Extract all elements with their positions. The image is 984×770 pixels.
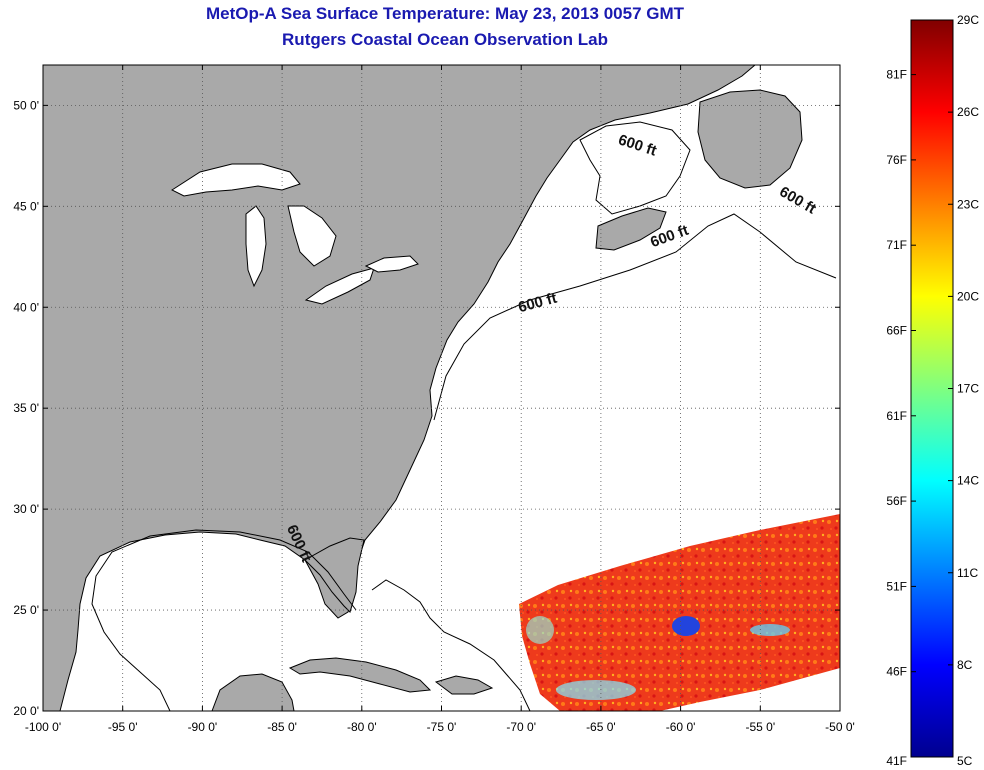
lon-tick-label: -85 0' xyxy=(267,720,297,734)
lon-tick-label: -90 0' xyxy=(188,720,218,734)
lat-tick-label: 50 0' xyxy=(13,98,39,112)
colorbar-label-f: 51F xyxy=(886,579,907,593)
sst-swath xyxy=(519,514,840,711)
map-subtitle: Rutgers Coastal Ocean Observation Lab xyxy=(282,30,608,49)
colorbar-label-c: 14C xyxy=(957,474,979,488)
lon-tick-label: -60 0' xyxy=(666,720,696,734)
sst-cool-patch-3 xyxy=(556,680,636,700)
sst-cool-patch-2 xyxy=(750,624,790,636)
map-grid xyxy=(43,65,840,711)
colorbar xyxy=(910,19,954,758)
shelf-contours xyxy=(91,213,837,711)
colorbar-label-c: 23C xyxy=(957,197,979,211)
colorbar-label-f: 76F xyxy=(886,153,907,167)
lat-tick-label: 35 0' xyxy=(13,401,39,415)
great-lakes xyxy=(170,163,419,305)
colorbar-label-c: 11C xyxy=(957,566,978,580)
lat-tick-label: 25 0' xyxy=(13,603,39,617)
lon-tick-label: -50 0' xyxy=(825,720,855,734)
lat-tick-label: 20 0' xyxy=(13,704,39,718)
lon-tick-label: -75 0' xyxy=(427,720,457,734)
colorbar-label-f: 56F xyxy=(886,494,907,508)
lon-tick-label: -80 0' xyxy=(347,720,377,734)
lat-tick-label: 45 0' xyxy=(13,199,39,213)
colorbar-label-c: 8C xyxy=(957,658,973,672)
yucatan-land xyxy=(211,673,295,711)
lat-tick-label: 30 0' xyxy=(13,502,39,516)
latitude-labels: 20 0' 25 0' 30 0' 35 0' 40 0' 45 0' 50 0' xyxy=(13,98,39,718)
gulf-of-st-lawrence xyxy=(579,121,691,215)
contour-bahamas xyxy=(371,579,531,711)
lon-tick-label: -70 0' xyxy=(506,720,536,734)
florida-coast xyxy=(304,537,365,613)
colorbar-label-f: 81F xyxy=(886,68,907,82)
longitude-labels: -100 0' -95 0' -90 0' -85 0' -80 0' -75 0' -70… xyxy=(25,720,855,734)
colorbar-label-f: 71F xyxy=(886,238,907,252)
colorbar-label-c: 17C xyxy=(957,382,979,396)
axis-ticks xyxy=(42,65,841,712)
colorbar-label-c: 20C xyxy=(957,289,979,303)
lon-tick-label: -55 0' xyxy=(745,720,775,734)
map-title: MetOp-A Sea Surface Temperature: May 23,… xyxy=(205,4,685,23)
lon-tick-label: -100 0' xyxy=(25,720,61,734)
sst-cool-patch-4 xyxy=(526,616,554,644)
sst-cool-patch xyxy=(672,616,700,636)
colorbar-ticks xyxy=(911,19,953,758)
lake-huron xyxy=(287,205,337,267)
colorbar-label-c: 29C xyxy=(957,13,979,27)
colorbar-celsius-labels: 29C 26C 23C 20C 17C 14C 11C 8C 5C xyxy=(957,13,979,768)
colorbar-label-f: 46F xyxy=(886,665,907,679)
cuba-land xyxy=(288,657,432,693)
lat-tick-label: 40 0' xyxy=(13,300,39,314)
colorbar-label-f: 61F xyxy=(886,409,907,423)
nova-scotia-land xyxy=(595,207,667,251)
lake-ontario xyxy=(364,255,419,273)
north-america-land xyxy=(43,65,756,711)
lake-erie xyxy=(304,267,375,305)
hispaniola-land xyxy=(434,675,494,695)
colorbar-label-f: 41F xyxy=(886,754,907,768)
lon-tick-label: -65 0' xyxy=(586,720,616,734)
contour-northeast xyxy=(433,213,837,421)
lake-superior xyxy=(170,163,301,197)
lake-michigan xyxy=(245,205,267,288)
colorbar-label-c: 5C xyxy=(957,754,973,768)
colorbar-label-f: 66F xyxy=(886,323,907,337)
colorbar-fahrenheit-labels: 81F 76F 71F 66F 61F 56F 51F 46F 41F xyxy=(886,68,907,768)
colorbar-label-c: 26C xyxy=(957,105,979,119)
lon-tick-label: -95 0' xyxy=(108,720,138,734)
contour-gulf xyxy=(91,529,357,711)
